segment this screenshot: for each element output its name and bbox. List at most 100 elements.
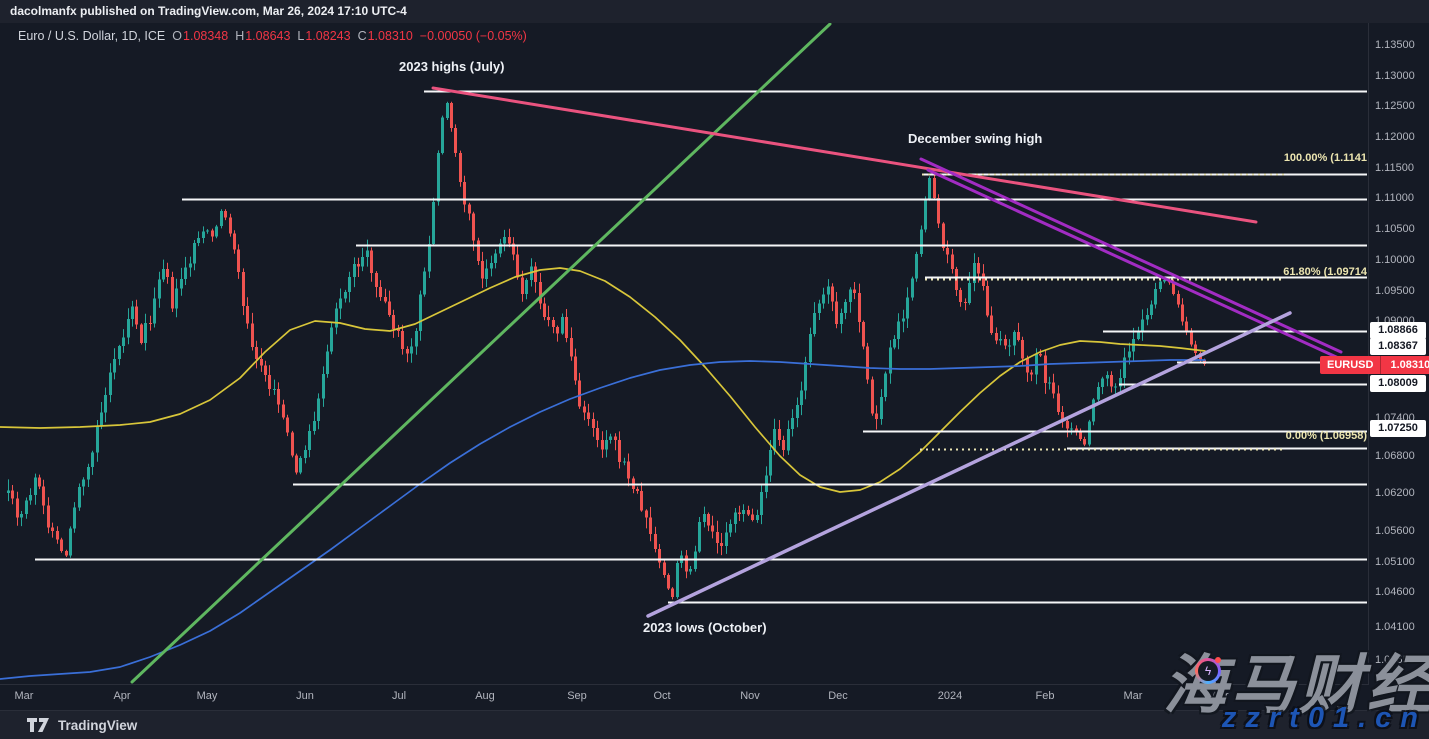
candle <box>202 231 205 238</box>
candle <box>911 278 914 298</box>
candle <box>1141 319 1144 332</box>
candle <box>11 490 14 499</box>
time-axis-label: Oct <box>653 690 671 702</box>
candle <box>1097 386 1100 400</box>
price-axis[interactable]: 1.13500 1.13000 1.12500 1.12000 1.11500 1.110… <box>1368 23 1429 685</box>
annotation-december-swing-high: December swing high <box>908 131 1043 146</box>
channel-purple-lower[interactable] <box>926 168 1347 363</box>
candle <box>552 319 555 328</box>
candle <box>570 337 573 357</box>
candle <box>747 510 750 515</box>
attribution-bar: dacolmanfx published on TradingView.com,… <box>0 0 1429 23</box>
candle <box>951 254 954 270</box>
candle <box>1119 378 1122 387</box>
candle <box>446 103 449 118</box>
candle <box>277 388 280 405</box>
candle <box>264 365 267 376</box>
candle <box>401 330 404 350</box>
candle <box>1190 332 1193 345</box>
symbol-legend[interactable]: Euro / U.S. Dollar, 1D, ICE O1.08348 H1.08… <box>18 29 534 43</box>
candle <box>1017 332 1020 341</box>
candle <box>556 327 559 334</box>
candle <box>1163 279 1166 282</box>
candle <box>34 477 37 495</box>
candle <box>38 477 41 487</box>
candle <box>237 249 240 272</box>
candle <box>734 512 737 524</box>
candle <box>406 349 409 354</box>
candle <box>685 555 688 572</box>
uptrend-lavender[interactable] <box>646 311 1292 618</box>
candlestick-series <box>7 101 1206 600</box>
candle <box>698 521 701 552</box>
candle <box>78 486 81 508</box>
time-axis-label: Dec <box>828 690 848 702</box>
channel-purple-upper[interactable] <box>919 157 1343 354</box>
candle <box>1048 382 1051 384</box>
candle <box>477 240 480 261</box>
candle <box>503 237 506 244</box>
candle <box>640 490 643 511</box>
candle <box>986 285 989 316</box>
candle <box>335 308 338 328</box>
time-axis-label: May <box>196 690 218 702</box>
current-price-badge: EURUSD 1.08310 <box>1320 356 1429 374</box>
price-axis-label: 1.09500 <box>1375 285 1415 297</box>
candle <box>118 346 121 359</box>
candle <box>87 466 90 480</box>
candle <box>809 333 812 362</box>
time-axis[interactable]: Mar Apr May Jun Jul Aug Sep Oct Nov Dec 2024 Feb Mar… <box>0 684 1368 711</box>
candle <box>703 514 706 522</box>
candle <box>601 440 604 450</box>
candle <box>782 439 785 451</box>
candle <box>153 298 156 324</box>
candle <box>578 380 581 407</box>
candle <box>197 237 200 244</box>
candle <box>512 243 515 255</box>
tradingview-logo[interactable]: TradingView <box>27 718 137 733</box>
candle <box>379 287 382 298</box>
candle <box>463 182 466 205</box>
fib-retracement-lines <box>920 173 1285 451</box>
candle <box>330 327 333 352</box>
candle <box>924 199 927 230</box>
candle <box>20 513 23 518</box>
candle <box>1110 375 1113 387</box>
legend-part-7: C <box>357 29 367 43</box>
candle <box>51 527 54 531</box>
legend-part-6: 1.08243 <box>305 29 351 43</box>
candle <box>840 313 843 324</box>
candle <box>56 530 59 540</box>
candle <box>756 515 759 520</box>
time-axis-label: Feb <box>1035 690 1055 702</box>
candle <box>928 177 931 200</box>
candle <box>308 431 311 450</box>
candle <box>370 250 373 274</box>
candle <box>184 267 187 279</box>
current-price-symbol: EURUSD <box>1327 359 1374 371</box>
candle <box>605 439 608 450</box>
candle <box>565 316 568 338</box>
candle <box>193 243 196 264</box>
time-axis-label: May <box>1319 690 1341 702</box>
candle <box>1061 412 1064 421</box>
candle <box>353 263 356 277</box>
candle <box>100 412 103 427</box>
candle <box>233 233 236 250</box>
candle <box>858 292 861 323</box>
candle <box>1181 304 1184 322</box>
candle <box>618 440 621 463</box>
candle <box>42 486 45 506</box>
candle <box>884 373 887 397</box>
candle <box>326 351 329 374</box>
legend-part-2: 1.08348 <box>183 29 229 43</box>
candle <box>428 244 431 272</box>
candle <box>946 248 949 255</box>
candle <box>933 177 936 198</box>
downtrend-pink[interactable] <box>431 86 1258 224</box>
candle <box>671 588 674 598</box>
candle <box>384 297 387 302</box>
price-axis-label: 1.12500 <box>1375 100 1415 112</box>
uptrend-green[interactable] <box>130 23 832 684</box>
